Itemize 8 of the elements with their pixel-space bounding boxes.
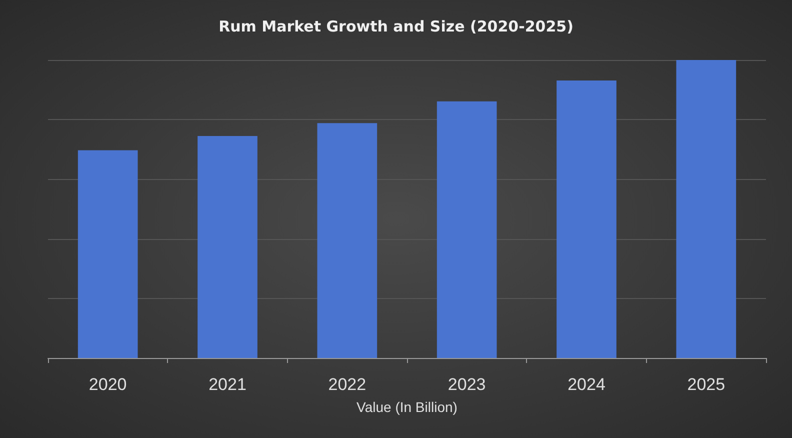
x-tick-label: 2020 — [88, 375, 127, 394]
x-axis-title: Value (In Billion) — [356, 399, 458, 415]
x-tick-label: 2023 — [448, 375, 486, 394]
x-tick-label: 2022 — [328, 375, 366, 394]
chart-title: Rum Market Growth and Size (2020-2025) — [218, 18, 574, 36]
x-tick-label: 2025 — [687, 375, 726, 394]
x-tick-label: 2021 — [208, 375, 246, 394]
x-tick-label: 2024 — [568, 375, 606, 394]
